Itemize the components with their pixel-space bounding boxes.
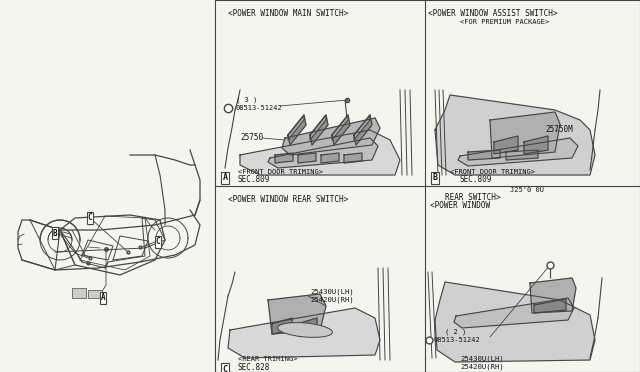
- Polygon shape: [297, 318, 317, 334]
- Text: <FRONT DOOR TRIMING>: <FRONT DOOR TRIMING>: [450, 169, 535, 175]
- Polygon shape: [282, 118, 380, 155]
- Polygon shape: [332, 115, 350, 145]
- Polygon shape: [435, 95, 595, 175]
- Text: <POWER WINDOW REAR SWITCH>: <POWER WINDOW REAR SWITCH>: [228, 196, 348, 205]
- Text: B: B: [52, 228, 58, 237]
- Bar: [72, 288, 86, 298]
- Text: J25'0 0U: J25'0 0U: [510, 187, 544, 193]
- Text: SEC.828: SEC.828: [238, 362, 270, 372]
- Polygon shape: [272, 318, 292, 334]
- Polygon shape: [298, 153, 316, 163]
- Text: 25750: 25750: [240, 134, 263, 142]
- Text: C: C: [223, 365, 227, 372]
- Polygon shape: [494, 136, 518, 154]
- Bar: [88, 290, 102, 298]
- Text: C: C: [88, 214, 92, 222]
- Text: REAR SWITCH>: REAR SWITCH>: [445, 192, 500, 202]
- Text: 25420U(RH): 25420U(RH): [460, 364, 504, 370]
- Text: 08513-51242: 08513-51242: [236, 105, 283, 111]
- Text: S: S: [227, 106, 230, 110]
- Polygon shape: [530, 278, 576, 313]
- Text: <REAR TRIMING>: <REAR TRIMING>: [238, 356, 298, 362]
- Text: S: S: [548, 263, 552, 267]
- Polygon shape: [321, 153, 339, 163]
- Polygon shape: [268, 138, 378, 168]
- Text: B: B: [433, 173, 438, 183]
- Polygon shape: [228, 308, 380, 358]
- Polygon shape: [354, 115, 372, 145]
- Bar: [215, 0, 640, 372]
- Polygon shape: [490, 112, 560, 158]
- Text: A: A: [100, 294, 106, 302]
- Text: SEC.809: SEC.809: [460, 176, 492, 185]
- Polygon shape: [275, 153, 293, 163]
- Polygon shape: [268, 294, 326, 334]
- Text: <FOR PREMIUM PACKAGE>: <FOR PREMIUM PACKAGE>: [460, 19, 549, 25]
- Polygon shape: [435, 282, 595, 362]
- Polygon shape: [344, 153, 362, 163]
- Polygon shape: [524, 136, 548, 154]
- Text: ( 2 ): ( 2 ): [445, 329, 467, 335]
- Text: <POWER WINDOW MAIN SWITCH>: <POWER WINDOW MAIN SWITCH>: [228, 10, 348, 19]
- Text: 25430U(LH): 25430U(LH): [460, 356, 504, 362]
- Polygon shape: [354, 115, 370, 140]
- Text: SEC.809: SEC.809: [238, 176, 270, 185]
- Text: 25430U(LH): 25430U(LH): [310, 289, 354, 295]
- Text: 25420U(RH): 25420U(RH): [310, 297, 354, 303]
- Polygon shape: [288, 115, 304, 140]
- Polygon shape: [310, 115, 326, 140]
- Polygon shape: [310, 115, 328, 145]
- Polygon shape: [240, 130, 400, 175]
- Text: C: C: [156, 237, 160, 247]
- Polygon shape: [468, 150, 500, 160]
- Polygon shape: [332, 115, 348, 140]
- Text: S: S: [428, 337, 431, 343]
- Text: <FRONT DOOR TRIMING>: <FRONT DOOR TRIMING>: [238, 169, 323, 175]
- Text: 25750M: 25750M: [545, 125, 573, 135]
- Polygon shape: [458, 138, 578, 166]
- Ellipse shape: [278, 323, 332, 337]
- Polygon shape: [288, 115, 306, 145]
- Text: <POWER WINDOW: <POWER WINDOW: [430, 201, 490, 209]
- Text: A: A: [223, 173, 227, 183]
- Text: 08513-51242: 08513-51242: [433, 337, 480, 343]
- Text: ( 3 ): ( 3 ): [236, 97, 257, 103]
- Polygon shape: [534, 299, 566, 313]
- Polygon shape: [506, 150, 538, 160]
- Text: <POWER WINDOW ASSIST SWITCH>: <POWER WINDOW ASSIST SWITCH>: [428, 10, 557, 19]
- Polygon shape: [454, 298, 574, 328]
